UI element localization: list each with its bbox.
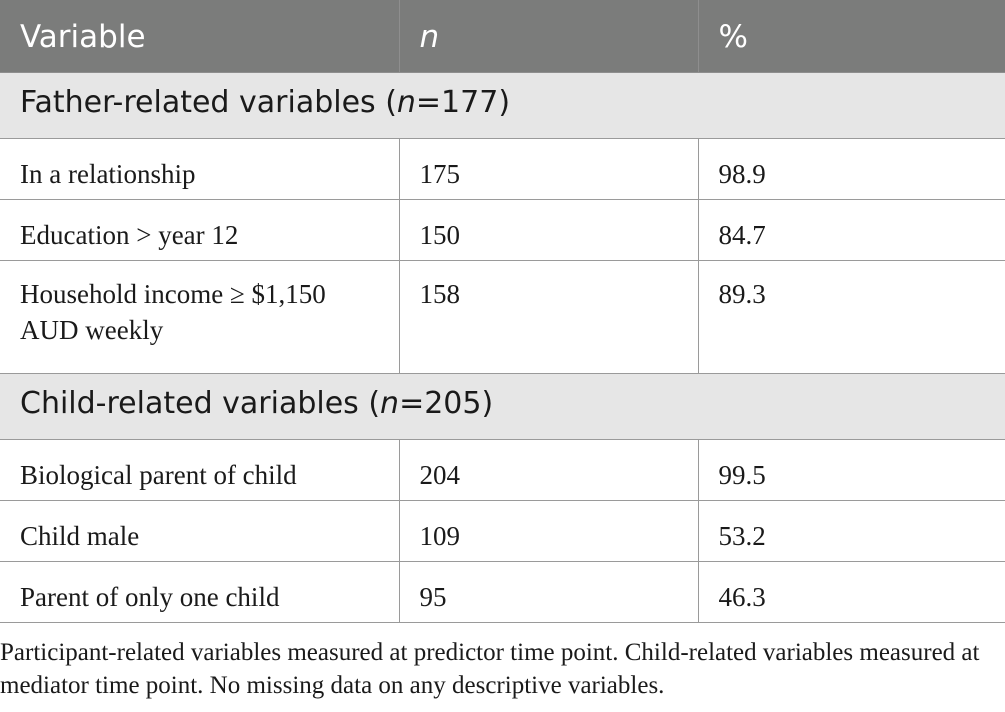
section-label-father: Father-related variables (n=177) — [0, 71, 1005, 139]
section-label-suffix: =205) — [399, 385, 494, 421]
table-row: Household income ≥ $1,150 AUD weekly 158… — [0, 259, 1005, 374]
cell-percent: 84.7 — [697, 198, 1005, 261]
descriptives-table-container: Variable n % Father-related variables (n… — [0, 0, 1005, 623]
table-row: Biological parent of child 204 99.5 — [0, 438, 1005, 501]
cell-variable: Parent of only one child — [0, 560, 400, 623]
header-variable: Variable — [0, 0, 400, 73]
cell-variable: Education > year 12 — [0, 198, 400, 261]
cell-n: 109 — [398, 499, 699, 562]
section-row-father: Father-related variables (n=177) — [0, 71, 1005, 139]
section-label-suffix: =177) — [415, 84, 511, 120]
table-row: In a relationship 175 98.9 — [0, 137, 1005, 200]
section-label-prefix: Father-related variables ( — [20, 84, 397, 120]
cell-n: 150 — [398, 198, 699, 261]
table-footnote: Participant-related variables measured a… — [0, 639, 980, 699]
table-row: Child male 109 53.2 — [0, 499, 1005, 562]
section-label-prefix: Child-related variables ( — [20, 385, 381, 421]
cell-variable: Biological parent of child — [0, 438, 400, 501]
cell-variable: In a relationship — [0, 137, 400, 200]
table-row: Education > year 12 150 84.7 — [0, 198, 1005, 261]
header-row: Variable n % — [0, 0, 1005, 73]
cell-variable: Household income ≥ $1,150 AUD weekly — [0, 259, 400, 374]
section-label-n: n — [396, 84, 416, 120]
header-n: n — [398, 0, 699, 73]
section-label-n: n — [380, 385, 400, 421]
table-row: Parent of only one child 95 46.3 — [0, 560, 1005, 623]
cell-variable: Child male — [0, 499, 400, 562]
cell-n: 204 — [398, 438, 699, 501]
cell-n: 95 — [398, 560, 699, 623]
cell-percent: 89.3 — [697, 259, 1005, 374]
descriptives-table: Variable n % Father-related variables (n… — [0, 0, 1005, 623]
cell-percent: 98.9 — [697, 137, 1005, 200]
cell-percent: 99.5 — [697, 438, 1005, 501]
header-percent: % — [697, 0, 1005, 73]
section-row-child: Child-related variables (n=205) — [0, 372, 1005, 440]
cell-n: 175 — [398, 137, 699, 200]
cell-percent: 46.3 — [697, 560, 1005, 623]
cell-n: 158 — [398, 259, 699, 374]
cell-percent: 53.2 — [697, 499, 1005, 562]
section-label-child: Child-related variables (n=205) — [0, 372, 1005, 440]
